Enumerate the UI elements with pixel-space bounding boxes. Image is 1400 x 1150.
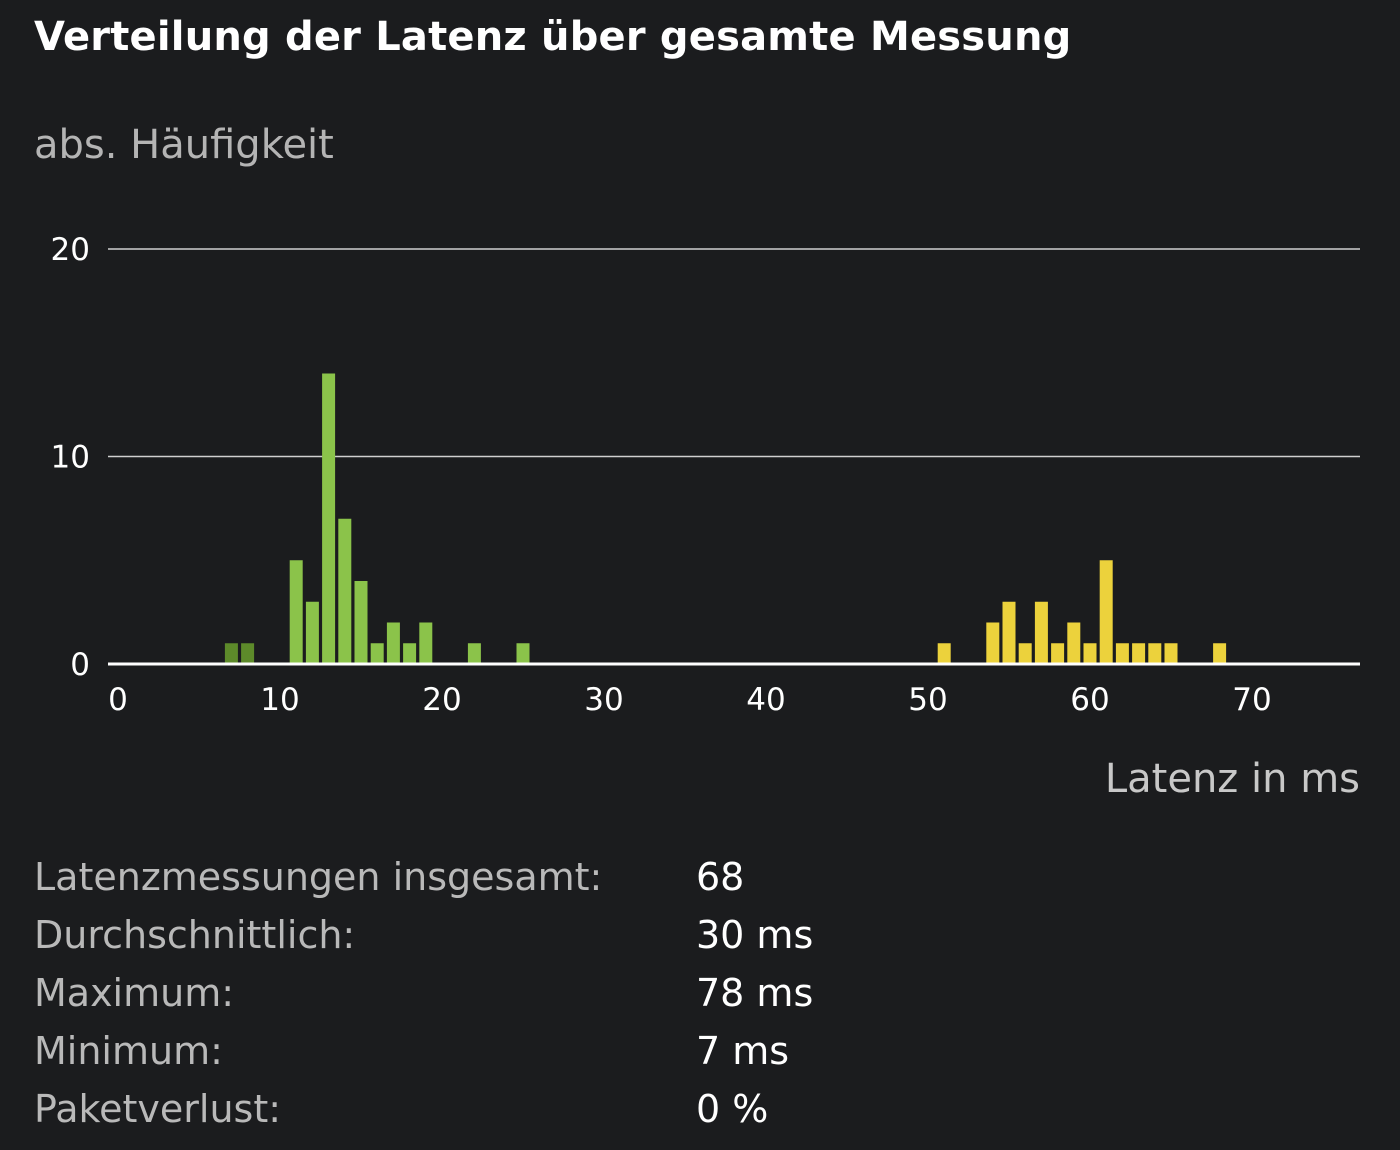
histogram-bar <box>937 643 951 664</box>
stat-label: Maximum: <box>34 971 235 1015</box>
x-tick-label: 50 <box>908 682 947 718</box>
x-tick-label: 10 <box>260 682 299 718</box>
histogram-bar <box>338 518 352 664</box>
histogram-bar <box>1115 643 1129 664</box>
histogram-bar <box>386 622 400 664</box>
stat-value: 0 % <box>696 1087 769 1131</box>
histogram-bar <box>1067 622 1081 664</box>
histogram-bar <box>305 601 319 664</box>
y-tick-label: 10 <box>51 440 90 476</box>
histogram-bar <box>354 581 368 664</box>
x-tick-label: 0 <box>108 682 128 718</box>
histogram-bar <box>241 643 255 664</box>
histogram-bar <box>516 643 530 664</box>
x-axis-label: Latenz in ms <box>1104 756 1360 802</box>
x-tick-label: 70 <box>1232 682 1271 718</box>
y-tick-label: 0 <box>70 647 90 683</box>
histogram-bar <box>403 643 417 664</box>
histogram-bar <box>289 560 303 664</box>
x-tick-label: 40 <box>746 682 785 718</box>
stat-value: 7 ms <box>696 1029 790 1073</box>
histogram-bar <box>1164 643 1178 664</box>
histogram-bar <box>1083 643 1097 664</box>
histogram-bar <box>986 622 1000 664</box>
stat-label: Latenzmessungen insgesamt: <box>34 855 603 899</box>
stat-label: Durchschnittlich: <box>34 913 356 957</box>
y-axis-label: abs. Häufigkeit <box>34 122 334 168</box>
histogram-bar <box>1051 643 1065 664</box>
histogram-bar <box>1148 643 1162 664</box>
histogram-bar <box>1002 601 1016 664</box>
latency-histogram: 0 10 20 0 10 20 30 40 50 60 70 <box>51 232 1360 718</box>
histogram-bar <box>224 643 238 664</box>
stat-value: 68 <box>696 855 745 899</box>
histogram-bar <box>1132 643 1146 664</box>
histogram-bar <box>370 643 384 664</box>
stat-label: Minimum: <box>34 1029 223 1073</box>
x-tick-label: 20 <box>422 682 461 718</box>
histogram-bar <box>1099 560 1113 664</box>
y-tick-label: 20 <box>51 232 90 268</box>
histogram-bar <box>419 622 433 664</box>
chart-title: Verteilung der Latenz über gesamte Messu… <box>34 14 1072 60</box>
stat-value: 78 ms <box>696 971 814 1015</box>
x-tick-label: 30 <box>584 682 623 718</box>
histogram-bar <box>1213 643 1227 664</box>
x-tick-label: 60 <box>1070 682 1109 718</box>
histogram-bar <box>1034 601 1048 664</box>
stat-value: 30 ms <box>696 913 814 957</box>
histogram-bar <box>467 643 481 664</box>
histogram-bar <box>322 373 336 664</box>
stat-label: Paketverlust: <box>34 1087 282 1131</box>
histogram-bar <box>1018 643 1032 664</box>
